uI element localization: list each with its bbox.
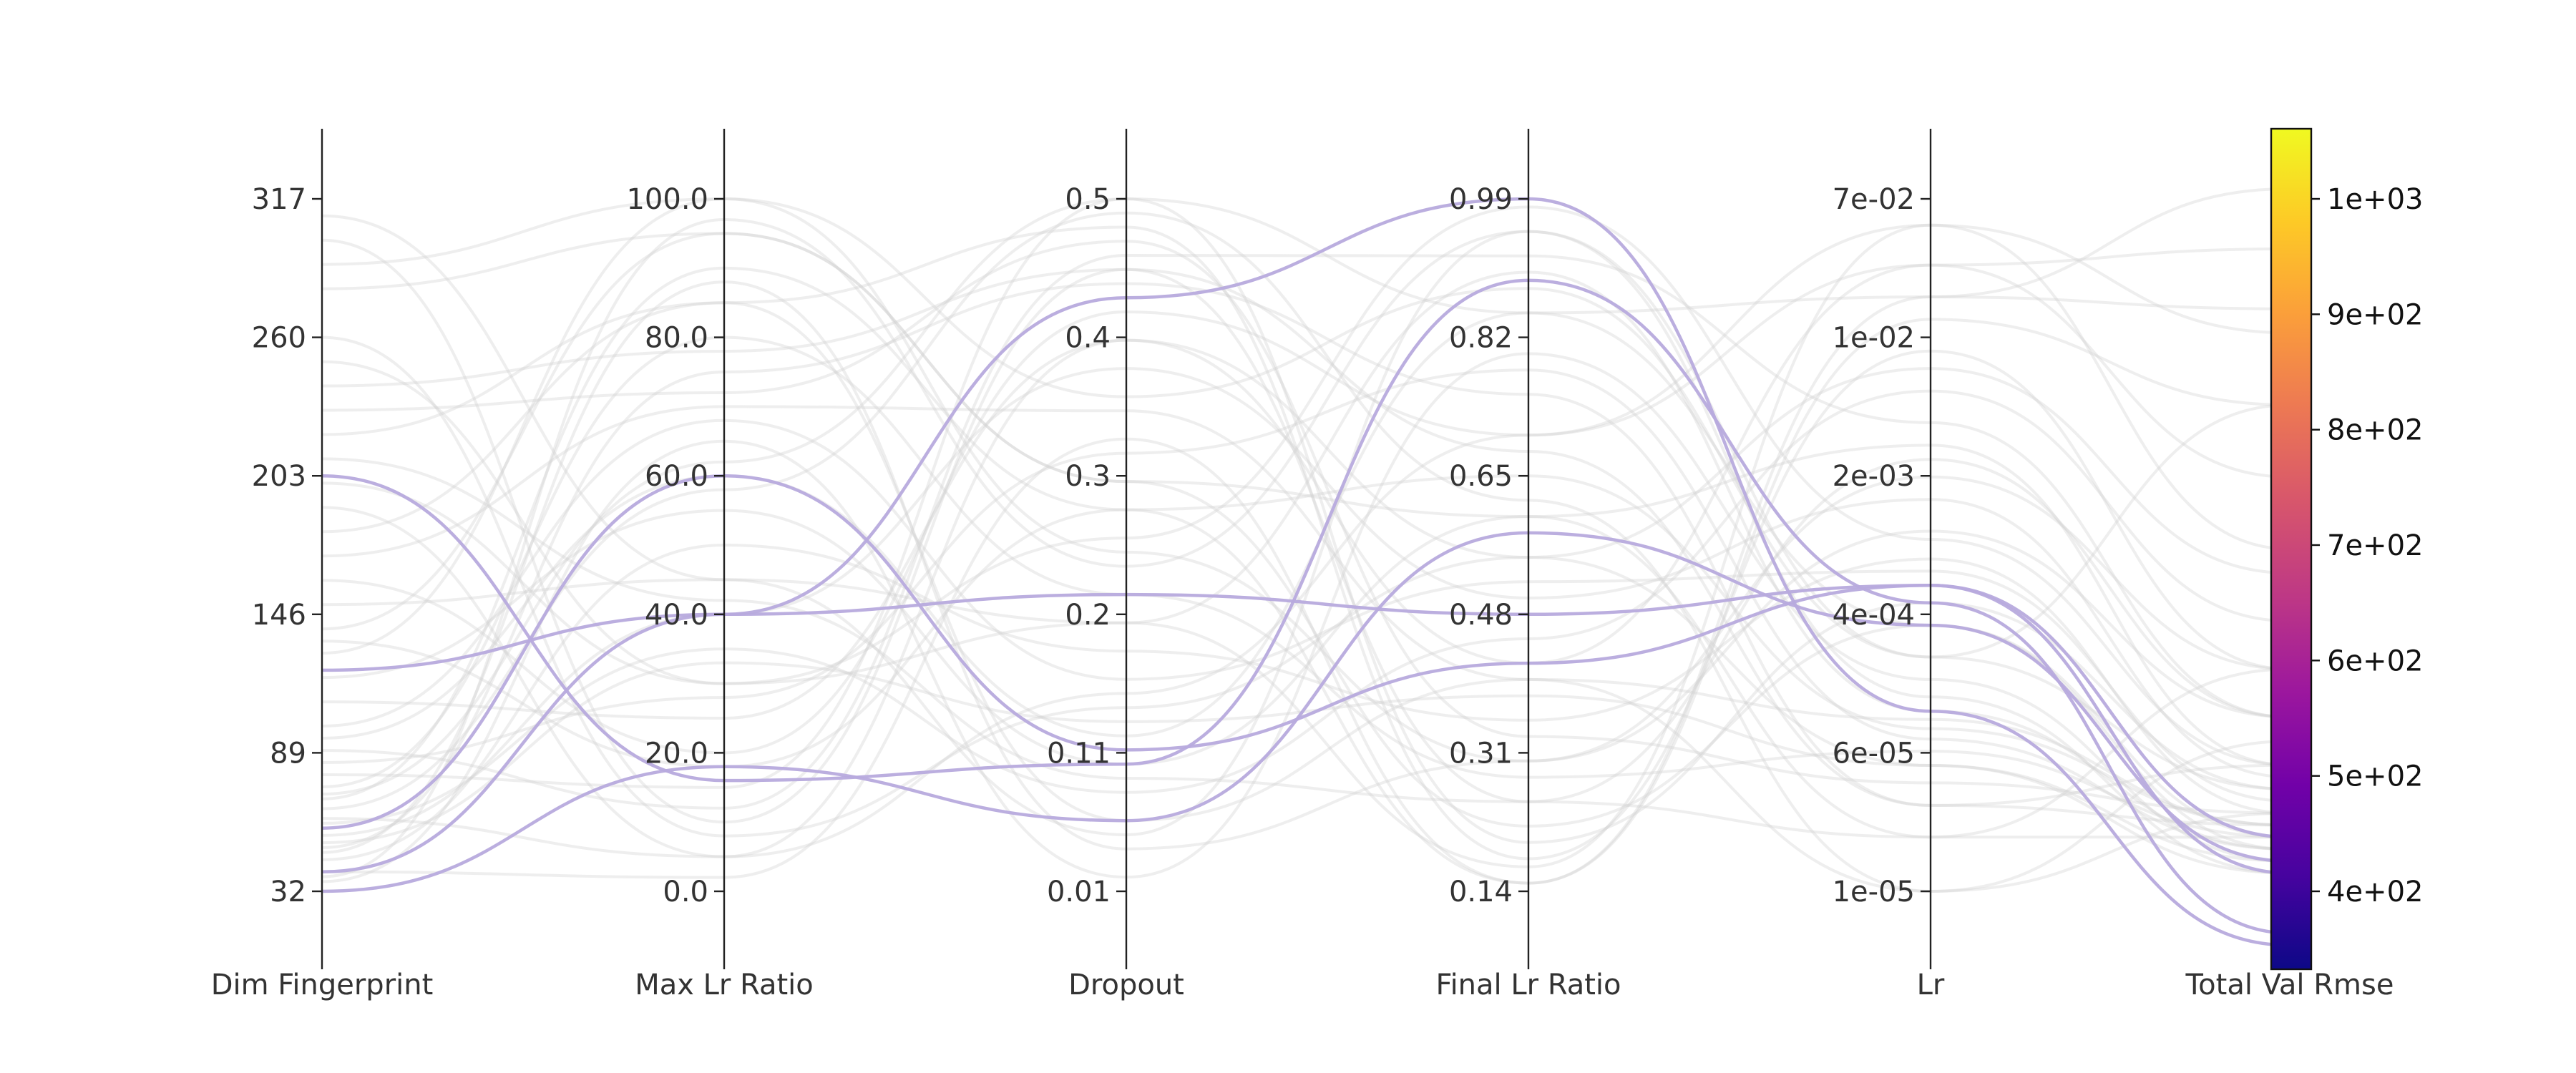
tick-label: 60.0	[645, 460, 708, 493]
trial-line-background	[321, 368, 2290, 851]
colorbar-label: 1e+03	[2327, 183, 2423, 216]
colorbar: 4e+02 5e+02 6e+02 7e+02 8e+02 9e+02 1e+03	[2270, 127, 2423, 971]
trial-line-background	[321, 268, 2290, 827]
trial-line-highlighted	[321, 197, 2290, 947]
tick-label: 0.99	[1449, 183, 1513, 216]
tick-label: 6e-05	[1833, 737, 1915, 770]
axis-title: Total Val Rmse	[2185, 969, 2394, 1001]
tick-label: 260	[252, 322, 306, 355]
tick-label: 0.31	[1449, 737, 1513, 770]
tick-label: 0.14	[1449, 876, 1513, 908]
tick-label: 32	[270, 876, 306, 908]
colorbar-label: 8e+02	[2327, 414, 2423, 447]
colorbar-label: 6e+02	[2327, 645, 2423, 677]
tick-label: 0.2	[1065, 599, 1111, 632]
trial-line-background	[321, 270, 2290, 851]
tick-label: 0.48	[1449, 599, 1513, 632]
colorbar-label: 9e+02	[2327, 298, 2423, 331]
trial-line-background	[321, 389, 2290, 825]
tick-label: 317	[252, 183, 306, 216]
trial-line-background	[321, 197, 2290, 763]
tick-label: 0.3	[1065, 460, 1111, 493]
trial-line-background	[321, 335, 2290, 838]
trial-line-background	[321, 211, 2290, 893]
tick-label: 7e-02	[1833, 183, 1915, 216]
tick-label: 0.11	[1047, 737, 1111, 770]
trial-line-background	[321, 225, 2290, 861]
trial-line-background	[321, 335, 2290, 839]
tick-label: 1e-05	[1833, 876, 1915, 908]
trial-line-highlighted	[321, 584, 2290, 875]
colorbar-gradient	[2270, 127, 2313, 971]
colorbar-label: 7e+02	[2327, 529, 2423, 562]
trial-line-background	[321, 205, 2290, 767]
trial-line-background	[321, 405, 2290, 893]
tick-label: 203	[252, 460, 306, 493]
trial-line-highlighted	[321, 531, 2290, 893]
trial-line-background	[321, 253, 2290, 810]
trial-line-background	[321, 301, 2290, 827]
tick-label: 0.01	[1047, 876, 1111, 908]
axis-title: Final Lr Ratio	[1435, 969, 1621, 1001]
axes-group: 32 89 146 203 260 317 Dim Fingerprint 0.0 20.0 40…	[211, 129, 2394, 1001]
trial-line-background	[321, 457, 2290, 803]
tick-label: 40.0	[645, 599, 708, 632]
tick-label: 20.0	[645, 737, 708, 770]
tick-label: 1e-02	[1833, 322, 1915, 355]
axis-title: Dim Fingerprint	[211, 969, 434, 1001]
trial-line-background	[321, 223, 2290, 858]
axis-title: Max Lr Ratio	[635, 969, 814, 1001]
trial-line-background	[321, 240, 2290, 815]
axis-title: Lr	[1917, 969, 1945, 1001]
axis-title: Dropout	[1068, 969, 1184, 1001]
trial-line-background	[321, 280, 2290, 854]
trial-line-background	[321, 367, 2290, 837]
highlighted-trial-lines	[321, 197, 2290, 947]
trial-line-background	[321, 661, 2290, 863]
trial-line-highlighted	[321, 278, 2290, 935]
tick-label: 2e-03	[1833, 460, 1915, 493]
trial-line-background	[321, 197, 2290, 791]
trial-line-background	[321, 509, 2290, 839]
tick-label: 100.0	[626, 183, 708, 216]
trial-line-background	[321, 266, 2290, 827]
tick-label: 0.0	[663, 876, 708, 908]
trial-line-background	[321, 418, 2290, 803]
trial-line-background	[321, 230, 2290, 837]
colorbar-label: 5e+02	[2327, 760, 2423, 793]
trial-line-highlighted	[321, 474, 2290, 839]
tick-label: 0.4	[1065, 322, 1111, 355]
tick-label: 4e-04	[1833, 599, 1915, 632]
tick-label: 89	[270, 737, 306, 770]
trial-line-background	[321, 232, 2290, 767]
trial-line-background	[321, 543, 2290, 861]
tick-label: 0.5	[1065, 183, 1111, 216]
colorbar-label: 4e+02	[2327, 876, 2423, 908]
tick-label: 0.82	[1449, 322, 1513, 355]
tick-label: 80.0	[645, 322, 708, 355]
trial-line-background	[321, 338, 2290, 875]
trial-line-background	[321, 238, 2290, 839]
tick-label: 146	[252, 599, 306, 632]
background-trial-lines	[321, 187, 2290, 893]
tick-label: 0.65	[1449, 460, 1513, 493]
